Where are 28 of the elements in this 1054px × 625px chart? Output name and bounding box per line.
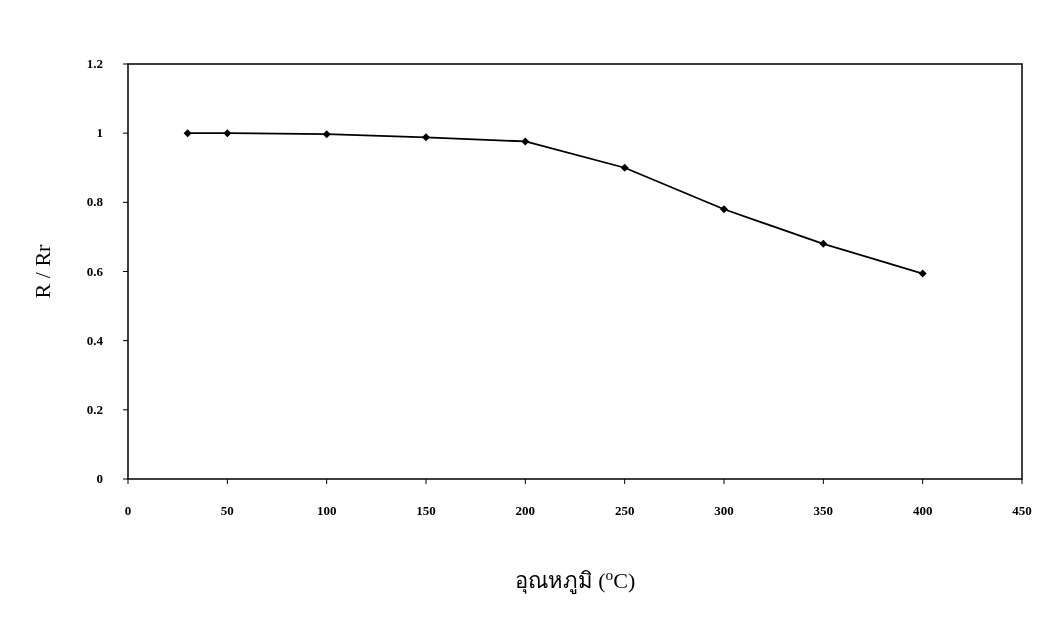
- x-tick-label: 250: [614, 503, 635, 518]
- point: [521, 137, 530, 146]
- y-tick-label: 0.2: [86, 401, 103, 417]
- x-tick-label: 50: [220, 503, 234, 518]
- y-tick-label: 0.4: [86, 332, 104, 348]
- y-axis-title: R / Rr: [30, 243, 55, 299]
- x-tick-label: 300: [714, 503, 734, 518]
- point: [422, 133, 430, 142]
- x-tick-label: 100: [316, 503, 337, 518]
- point: [322, 130, 331, 139]
- point: [918, 269, 927, 278]
- point: [223, 129, 232, 138]
- y-tick-label: 1.2: [86, 56, 103, 71]
- y-tick-label: 0.6: [86, 263, 104, 279]
- x-axis-title: อุณหภูมิ ($^{o}$C): [514, 565, 636, 594]
- point: [819, 239, 828, 248]
- point: [183, 129, 192, 138]
- x-tick-label: 450: [1012, 503, 1032, 518]
- x-tick-label: 0: [124, 503, 132, 518]
- x-tick-label: 350: [813, 503, 834, 518]
- x-tick-label: 400: [912, 503, 933, 518]
- y-tick-label: 0.8: [86, 194, 104, 210]
- point: [620, 163, 629, 172]
- point: [720, 205, 728, 214]
- x-tick-label: 200: [515, 503, 536, 518]
- y-tick-label: 1: [96, 125, 103, 141]
- x-tick-label: 150: [416, 503, 436, 518]
- y-tick-label: 0: [96, 471, 103, 486]
